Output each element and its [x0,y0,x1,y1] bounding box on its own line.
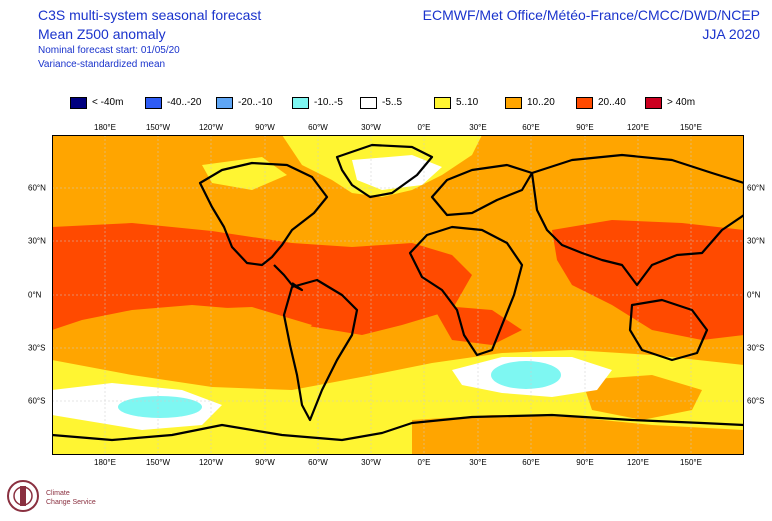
variance-note: Variance-standardized mean [38,59,166,70]
anomaly-field-neutral [352,155,442,190]
lon-tick-bottom: 60°E [522,458,540,467]
legend-label: -40..-20 [167,97,202,108]
anomaly-field-10-20 [412,415,744,455]
anomaly-map [52,135,744,455]
legend-label: 20..40 [598,97,626,108]
lon-tick-top: 60°E [522,123,540,132]
lon-tick-top: 90°E [576,123,594,132]
lon-tick-bottom: 90°E [576,458,594,467]
lat-tick-right: 0°N [747,290,761,300]
lon-tick-bottom: 0°E [417,458,431,467]
north-america-coast [198,161,329,267]
antarctica-coast [52,413,744,442]
greenland-coast [335,143,434,199]
asia-coast [530,153,744,287]
chart-subtitle: Mean Z500 anomaly [38,26,166,42]
right-header: ECMWF/Met Office/Météo-France/CMCC/DWD/N… [423,6,760,44]
south-america-coast [282,278,359,422]
lon-tick-top: 30°W [361,123,381,132]
lat-tick-left: 30°N [28,236,46,246]
anomaly-field-20-40 [552,220,744,340]
australia-coast [628,298,709,362]
legend-swatch [216,97,233,109]
legend-label: -20..-10 [238,97,273,108]
lon-tick-bottom: 150°E [680,458,702,467]
legend-swatch [576,97,593,109]
lat-tick-right: 60°S [747,396,765,406]
europe-coast [430,163,534,217]
lon-tick-top: 150°W [145,123,171,132]
map-svg [52,135,744,455]
forecast-start: Nominal forecast start: 01/05/20 [38,45,180,56]
copernicus-logo: Climate Change Service [6,478,106,518]
anomaly-field-10-20 [172,307,312,345]
legend-label: < -40m [92,97,124,108]
lat-tick-right: 30°N [747,236,765,246]
lon-tick-top: 30°E [469,123,487,132]
logo-line2: Change Service [46,499,96,506]
legend-swatch [360,97,377,109]
lat-tick-left: 30°S [28,343,46,353]
lat-tick-left: 60°S [28,396,46,406]
logo-line1: Climate [46,490,70,497]
lat-tick-left: 60°N [28,183,46,193]
chart-title: C3S multi-system seasonal forecast [38,7,262,23]
lon-tick-bottom: 150°W [145,458,171,467]
lat-tick-right: 60°N [747,183,765,193]
lon-tick-bottom: 180°E [94,458,116,467]
legend-label: 10..20 [527,97,555,108]
lon-tick-bottom: 120°W [198,458,224,467]
legend-label: > 40m [667,97,696,108]
central-america-coast [273,264,304,292]
legend: < -40m -40..-20 -20..-10 -10..-5 -5..5 5..10 1… [70,96,730,110]
lon-tick-top: 120°W [198,123,224,132]
lon-tick-top: 180°E [94,123,116,132]
lon-tick-bottom: 120°E [627,458,649,467]
anomaly-field-20-40 [432,305,522,345]
lon-tick-bottom: 60°W [308,458,328,467]
africa-coast [408,225,524,357]
legend-swatch [292,97,309,109]
title-block: C3S multi-system seasonal forecast Mean … [38,6,261,72]
anomaly-field-5-10 [202,157,287,190]
lon-tick-top: 0°E [417,123,431,132]
lon-tick-top: 150°E [680,123,702,132]
lat-tick-left: 0°N [28,290,42,300]
lat-tick-right: 30°S [747,343,765,353]
legend-label: 5..10 [456,97,479,108]
legend-label: -10..-5 [314,97,343,108]
lon-tick-bottom: 90°W [255,458,275,467]
lon-tick-top: 60°W [308,123,328,132]
climate-logo-icon [7,480,39,512]
anomaly-field-10-20 [582,375,702,420]
legend-swatch [645,97,662,109]
legend-swatch [145,97,162,109]
legend-swatch [434,97,451,109]
lon-tick-bottom: 30°W [361,458,381,467]
anomaly-field-20-40 [52,223,472,335]
legend-swatch [505,97,522,109]
lon-tick-bottom: 30°E [469,458,487,467]
season-label: JJA 2020 [702,26,760,42]
centres-list: ECMWF/Met Office/Météo-France/CMCC/DWD/N… [422,7,760,23]
legend-label: -5..5 [382,97,403,108]
anomaly-field-neg-10-5 [491,361,561,389]
lon-tick-top: 90°W [255,123,275,132]
coastlines [52,143,744,442]
lon-tick-top: 120°E [627,123,649,132]
map-frame [52,135,744,455]
anomaly-field-neg-10-5 [118,396,202,418]
legend-swatch [70,97,87,109]
